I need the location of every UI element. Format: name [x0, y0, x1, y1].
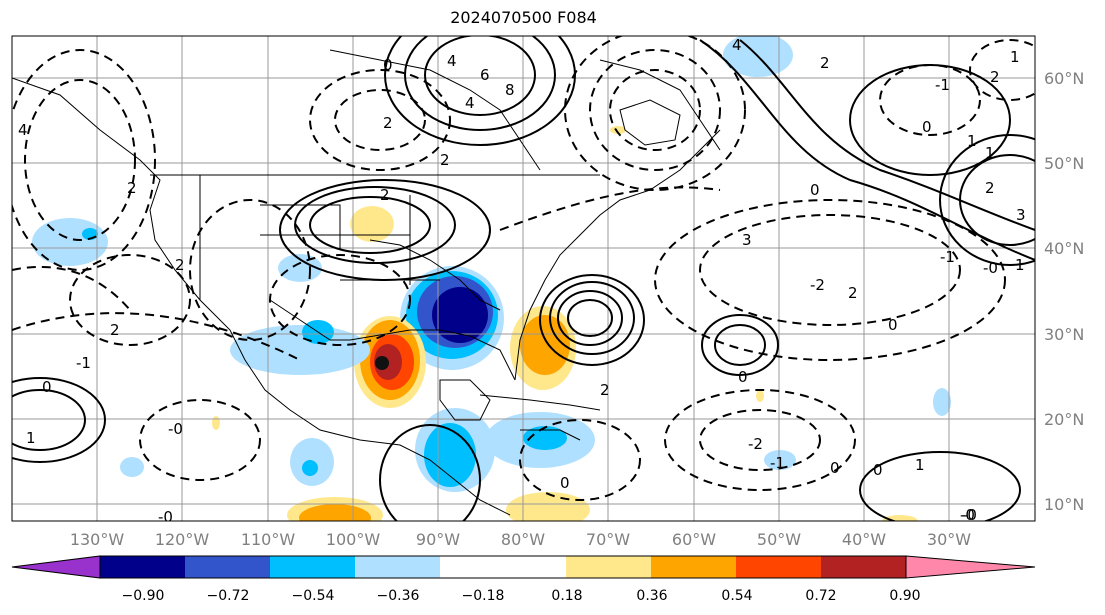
map-title: 2024070500 F084 [450, 8, 597, 27]
lat-label: 50°N [1044, 154, 1084, 173]
longitude-labels: 130°W 120°W 110°W 100°W 90°W 80°W 70°W 6… [70, 530, 971, 549]
dashed-contours [12, 36, 1035, 501]
contour-label: 2 [990, 68, 1000, 86]
contour-label: 2 [848, 284, 858, 302]
colorbar-extend-max [905, 555, 1036, 579]
contour-label: 1 [967, 132, 977, 150]
lat-label: 20°N [1044, 410, 1084, 429]
anomaly-shading [32, 36, 951, 521]
contour-label: -1 [76, 354, 91, 372]
colorbar-segment [185, 556, 270, 578]
contour-label: -2 [748, 435, 763, 453]
contour-label: -0 [962, 506, 977, 524]
lon-label: 110°W [241, 530, 296, 549]
colorbar-tick: 0.36 [636, 588, 667, 604]
colorbar-tick: −0.36 [377, 588, 420, 604]
map-frame [11, 35, 1036, 522]
contour-label: 0 [738, 368, 748, 386]
contour-label: 4 [447, 52, 457, 70]
contour-label: 4 [465, 94, 475, 112]
lon-label: 130°W [70, 530, 125, 549]
contour-label: 4 [732, 36, 742, 54]
contour-label: 0 [383, 56, 393, 74]
contour-label: 0 [810, 181, 820, 199]
contour-label: 1 [915, 456, 925, 474]
lat-label: 30°N [1044, 325, 1084, 344]
contour-label: 3 [742, 231, 752, 249]
colorbar-segment [566, 556, 651, 578]
contour-label: 1 [26, 429, 36, 447]
contour-label: 0 [560, 474, 570, 492]
lon-label: 80°W [501, 530, 545, 549]
contour-label: 1 [1015, 256, 1025, 274]
contour-label: 4 [18, 121, 28, 139]
contour-label: 2 [110, 321, 120, 339]
colorbar-segment [651, 556, 736, 578]
contour-labels: 4 6 8 4 0 2 2 4 2 2 0 -0 2 3 -2 2 -1 -0 … [18, 36, 1026, 526]
contour-label: 3 [1016, 206, 1026, 224]
latitude-labels: 60°N 50°N 40°N 30°N 20°N 10°N [1044, 69, 1084, 514]
colorbar-segment [100, 556, 185, 578]
lon-label: 120°W [155, 530, 210, 549]
contour-label: 2 [380, 186, 390, 204]
contour-label: 2 [820, 54, 830, 72]
colorbar: −0.90 −0.72 −0.54 −0.36 −0.18 0.18 0.36 … [11, 555, 1036, 604]
colorbar-tick: −0.18 [462, 588, 505, 604]
colorbar-segment [270, 556, 355, 578]
lat-label: 10°N [1044, 495, 1084, 514]
lon-label: 50°W [757, 530, 801, 549]
contour-label: 1 [1010, 48, 1020, 66]
colorbar-segment [821, 556, 906, 578]
lon-label: 40°W [842, 530, 886, 549]
colorbar-tick: 0.54 [721, 588, 752, 604]
contour-label: 2 [985, 179, 995, 197]
contour-label: 2 [175, 256, 185, 274]
contour-label: 2 [383, 114, 393, 132]
lon-label: 30°W [927, 530, 971, 549]
contour-label: 0 [888, 316, 898, 334]
contour-label: -1 [940, 248, 955, 266]
contour-label: 0 [42, 378, 52, 396]
contour-label: 6 [480, 66, 490, 84]
lon-label: 100°W [326, 530, 381, 549]
contour-label: -0 [960, 506, 975, 524]
lat-label: 40°N [1044, 239, 1084, 258]
colorbar-tick: 0.18 [551, 588, 582, 604]
colorbar-segment [736, 556, 821, 578]
colorbar-tick: −0.54 [292, 588, 335, 604]
contour-label: -1 [935, 76, 950, 94]
colorbar-tick: 0.72 [805, 588, 836, 604]
contour-label: -0 [983, 259, 998, 277]
contour-label: 1 [985, 144, 995, 162]
lon-label: 70°W [586, 530, 630, 549]
contour-label: 2 [127, 179, 137, 197]
contour-label: -0 [158, 508, 173, 526]
solid-contours [12, 36, 1035, 521]
coastlines [12, 49, 721, 516]
contour-label: 0 [873, 461, 883, 479]
contour-label: -2 [810, 276, 825, 294]
colorbar-segment [440, 556, 566, 578]
contour-label: -0 [168, 420, 183, 438]
colorbar-tick: −0.90 [122, 588, 165, 604]
colorbar-tick: −0.72 [207, 588, 250, 604]
contour-label: 2 [440, 151, 450, 169]
contour-label: 8 [505, 81, 515, 99]
lon-label: 60°W [672, 530, 716, 549]
colorbar-tick: 0.90 [889, 588, 920, 604]
contour-label: 2 [600, 381, 610, 399]
lat-label: 60°N [1044, 69, 1084, 88]
lon-label: 90°W [416, 530, 460, 549]
contour-label: 0 [830, 459, 840, 477]
contour-label: 0 [922, 118, 932, 136]
colorbar-extend-min [11, 555, 101, 579]
contour-label: -1 [770, 454, 785, 472]
colorbar-segment [355, 556, 440, 578]
